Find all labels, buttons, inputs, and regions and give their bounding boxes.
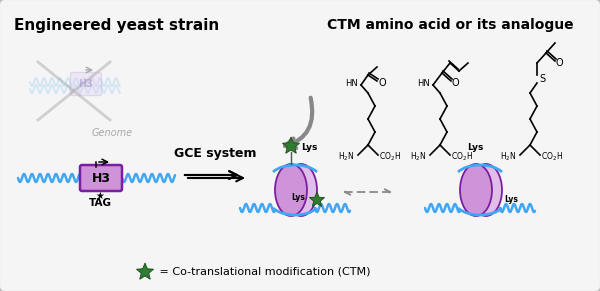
FancyBboxPatch shape	[80, 165, 122, 191]
Text: Lys: Lys	[291, 194, 305, 203]
Ellipse shape	[470, 164, 502, 216]
Text: H3: H3	[79, 79, 94, 89]
Text: O: O	[378, 78, 386, 88]
FancyBboxPatch shape	[71, 72, 101, 95]
Polygon shape	[310, 192, 325, 207]
Text: H$_2$N: H$_2$N	[500, 151, 516, 163]
Text: Lys: Lys	[504, 196, 518, 205]
Text: = Co-translational modification (CTM): = Co-translational modification (CTM)	[156, 267, 371, 277]
Text: Engineered yeast strain: Engineered yeast strain	[14, 18, 219, 33]
Text: HN: HN	[418, 79, 430, 88]
Text: H$_2$N: H$_2$N	[410, 151, 426, 163]
Text: CO$_2$H: CO$_2$H	[541, 151, 563, 163]
Text: Genome: Genome	[91, 128, 133, 138]
Polygon shape	[136, 263, 154, 279]
Text: ★: ★	[95, 191, 104, 201]
Text: Lys: Lys	[467, 143, 483, 152]
Text: Lys: Lys	[301, 143, 317, 152]
Text: GCE system: GCE system	[174, 147, 256, 160]
Text: TAG: TAG	[89, 198, 112, 208]
Ellipse shape	[275, 164, 307, 216]
Text: CO$_2$H: CO$_2$H	[451, 151, 473, 163]
Polygon shape	[283, 137, 299, 153]
FancyArrowPatch shape	[285, 98, 312, 148]
Ellipse shape	[460, 164, 492, 216]
Text: O: O	[555, 58, 563, 68]
Text: O: O	[451, 78, 459, 88]
Text: S: S	[539, 74, 545, 84]
Ellipse shape	[285, 164, 317, 216]
Text: HN: HN	[346, 79, 358, 88]
Text: CTM amino acid or its analogue: CTM amino acid or its analogue	[326, 18, 574, 32]
Text: H$_2$N: H$_2$N	[338, 151, 354, 163]
Text: CO$_2$H: CO$_2$H	[379, 151, 401, 163]
Text: H3: H3	[91, 171, 110, 184]
